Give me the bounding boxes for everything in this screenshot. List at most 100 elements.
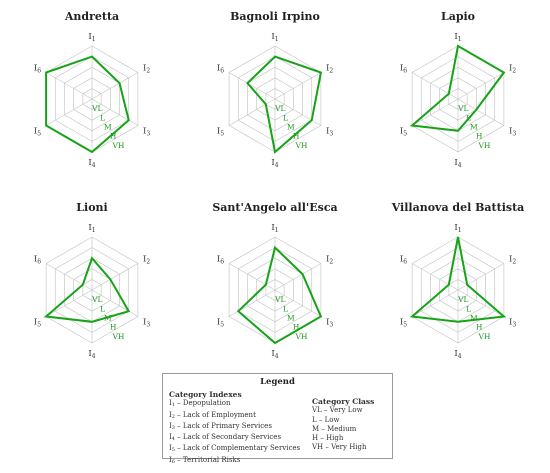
- scale-level-label: H: [110, 323, 117, 332]
- scale-level-label: L: [283, 113, 288, 122]
- axis-label: I1: [454, 223, 461, 234]
- axis-spoke: [228, 98, 276, 126]
- chart-title: Villanova del Battista: [391, 201, 525, 214]
- axis-label: I5: [34, 318, 41, 329]
- legend-index-item: I3 – Lack of Primary Services: [169, 421, 272, 431]
- scale-level-label: L: [466, 304, 471, 313]
- scale-level-label: M: [104, 314, 112, 323]
- axis-label: I3: [143, 318, 150, 329]
- chart-title: Andretta: [64, 10, 119, 23]
- axis-label: I6: [400, 64, 407, 75]
- axis-label: I2: [509, 255, 516, 266]
- axis-label: I1: [271, 223, 278, 234]
- axis-label: I6: [34, 255, 41, 266]
- scale-level-label: L: [283, 304, 288, 313]
- axis-label: I1: [271, 32, 278, 43]
- scale-level-label: VL: [457, 104, 468, 113]
- scale-level-label: M: [104, 123, 112, 132]
- legend-class-item: VL – Very Low: [312, 406, 363, 415]
- scale-level-label: L: [100, 113, 105, 122]
- axis-label: I2: [326, 64, 333, 75]
- axis-spoke: [457, 98, 505, 126]
- series-polygon: [409, 236, 507, 323]
- axis-spoke: [45, 98, 93, 126]
- axis-spoke: [91, 289, 139, 317]
- series-polygon: [43, 256, 131, 323]
- radar-chart: Villanova del Battista I1 I2 I3 I4 I5 I6 VLLMHV…: [391, 201, 525, 360]
- axis-spoke: [91, 98, 139, 126]
- chart-title: Lapio: [441, 10, 475, 23]
- scale-level-label: M: [470, 314, 478, 323]
- axis-label: I5: [217, 127, 224, 138]
- series-polygon: [246, 55, 323, 154]
- axis-label: I2: [143, 64, 150, 75]
- legend-title: Legend: [260, 377, 295, 387]
- axis-label: I3: [509, 127, 516, 138]
- axis-label: I1: [454, 32, 461, 43]
- scale-level-label: VL: [274, 104, 285, 113]
- axis-spoke: [411, 289, 459, 317]
- scale-level-label: H: [293, 132, 300, 141]
- scale-level-label: H: [110, 132, 117, 141]
- axis-label: I5: [400, 318, 407, 329]
- axis-label: I6: [217, 255, 224, 266]
- axis-label: I5: [400, 127, 407, 138]
- scale-level-label: VH: [295, 332, 308, 341]
- axis-spoke: [91, 72, 139, 100]
- scale-level-label: L: [100, 304, 105, 313]
- axis-spoke: [45, 289, 93, 317]
- axis-spoke: [274, 72, 322, 100]
- axis-spoke: [91, 263, 139, 291]
- axis-label: I5: [217, 318, 224, 329]
- axis-label: I3: [143, 127, 150, 138]
- scale-level-label: M: [470, 123, 478, 132]
- chart-title: Lioni: [76, 201, 107, 214]
- scale-level-label: VH: [295, 141, 308, 150]
- chart-title: Sant'Angelo all'Esca: [212, 201, 337, 214]
- axis-spoke: [228, 72, 276, 100]
- axis-label: I4: [88, 349, 95, 360]
- axis-label: I4: [88, 158, 95, 169]
- axis-spoke: [228, 289, 276, 317]
- axis-spoke: [457, 72, 505, 100]
- axis-spoke: [411, 263, 459, 291]
- scale-level-label: M: [287, 123, 295, 132]
- axis-spoke: [45, 263, 93, 291]
- axis-label: I4: [454, 349, 461, 360]
- scale-level-label: VH: [112, 332, 125, 341]
- axis-spoke: [457, 289, 505, 317]
- axis-label: I2: [509, 64, 516, 75]
- legend-box: Legend Category Indexes I1 – Depopulatio…: [162, 373, 393, 465]
- axis-spoke: [274, 263, 322, 291]
- legend-class-heading: Category Class: [312, 397, 375, 406]
- axis-label: I5: [34, 127, 41, 138]
- axis-label: I4: [271, 158, 278, 169]
- series-polygon: [236, 245, 323, 345]
- series-polygon: [45, 55, 130, 154]
- legend-class-item: L – Low: [312, 415, 340, 424]
- scale-level-label: M: [287, 314, 295, 323]
- legend-index-item: I5 – Lack of Complementary Services: [169, 444, 301, 454]
- axis-spoke: [274, 289, 322, 317]
- axis-spoke: [45, 72, 93, 100]
- legend-index-item: I6 – Territorial Risks: [169, 455, 241, 465]
- axis-label: I6: [34, 64, 41, 75]
- legend-index-item: I2 – Lack of Employment: [169, 410, 256, 420]
- axis-label: I3: [326, 127, 333, 138]
- axis-label: I1: [88, 223, 95, 234]
- legend-indexes-heading: Category Indexes: [169, 390, 242, 399]
- axis-label: I3: [326, 318, 333, 329]
- scale-level-label: VL: [91, 104, 102, 113]
- legend-index-item: I1 – Depopulation: [169, 399, 231, 409]
- legend-indexes: Category Indexes I1 – Depopulation I2 – …: [169, 390, 300, 467]
- legend-classes: Category Class VL – Very Low L – Low M –…: [312, 397, 374, 453]
- axis-label: I6: [217, 64, 224, 75]
- axis-label: I4: [454, 158, 461, 169]
- axis-spoke: [274, 98, 322, 126]
- axis-label: I2: [143, 255, 150, 266]
